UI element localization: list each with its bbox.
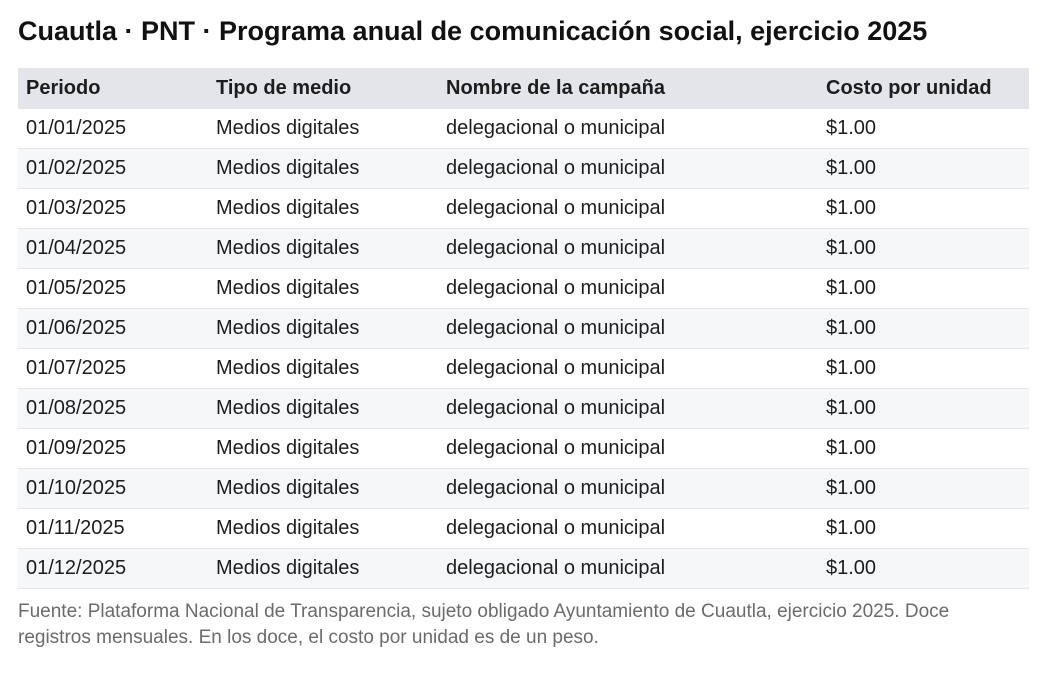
cell-costo-por-unidad: $1.00: [818, 148, 1029, 189]
column-header-tipo-de-medio: Tipo de medio: [208, 68, 438, 109]
cell-tipo-de-medio: Medios digitales: [208, 109, 438, 149]
page-title: Cuautla · PNT · Programa anual de comuni…: [18, 16, 928, 46]
cell-costo-por-unidad: $1.00: [818, 228, 1029, 269]
column-header-nombre-de-la-campana: Nombre de la campaña: [438, 68, 818, 109]
column-header-costo-por-unidad: Costo por unidad: [818, 68, 1029, 109]
cell-periodo: 01/11/2025: [18, 508, 208, 549]
cell-periodo: 01/12/2025: [18, 548, 208, 589]
cell-tipo-de-medio: Medios digitales: [208, 508, 438, 549]
cell-tipo-de-medio: Medios digitales: [208, 548, 438, 589]
cell-costo-por-unidad: $1.00: [818, 109, 1029, 149]
cell-periodo: 01/03/2025: [18, 188, 208, 229]
table-row: 01/12/2025 Medios digitales delegacional o…: [18, 548, 1029, 589]
cell-costo-por-unidad: $1.00: [818, 308, 1029, 349]
cell-nombre-de-la-campana: delegacional o municipal: [438, 148, 818, 189]
cell-tipo-de-medio: Medios digitales: [208, 308, 438, 349]
cell-tipo-de-medio: Medios digitales: [208, 428, 438, 469]
cell-tipo-de-medio: Medios digitales: [208, 188, 438, 229]
cell-costo-por-unidad: $1.00: [818, 388, 1029, 429]
cell-tipo-de-medio: Medios digitales: [208, 228, 438, 269]
cell-costo-por-unidad: $1.00: [818, 268, 1029, 309]
cell-periodo: 01/02/2025: [18, 148, 208, 189]
cell-costo-por-unidad: $1.00: [818, 508, 1029, 549]
data-table: Periodo Tipo de medio Nombre de la campa…: [18, 68, 1029, 589]
cell-periodo: 01/09/2025: [18, 428, 208, 469]
cell-tipo-de-medio: Medios digitales: [208, 268, 438, 309]
cell-nombre-de-la-campana: delegacional o municipal: [438, 348, 818, 389]
cell-periodo: 01/08/2025: [18, 388, 208, 429]
table-row: 01/01/2025 Medios digitales delegacional o…: [18, 109, 1029, 149]
cell-nombre-de-la-campana: delegacional o municipal: [438, 308, 818, 349]
table-row: 01/05/2025 Medios digitales delegacional o…: [18, 268, 1029, 309]
cell-periodo: 01/10/2025: [18, 468, 208, 509]
cell-costo-por-unidad: $1.00: [818, 548, 1029, 589]
cell-nombre-de-la-campana: delegacional o municipal: [438, 228, 818, 269]
cell-tipo-de-medio: Medios digitales: [208, 148, 438, 189]
cell-periodo: 01/01/2025: [18, 109, 208, 149]
table-header: Periodo Tipo de medio Nombre de la campa…: [18, 68, 1029, 109]
cell-nombre-de-la-campana: delegacional o municipal: [438, 268, 818, 309]
table-row: 01/07/2025 Medios digitales delegacional o…: [18, 348, 1029, 389]
column-header-periodo: Periodo: [18, 68, 208, 109]
table-row: 01/09/2025 Medios digitales delegacional o…: [18, 428, 1029, 469]
table-row: 01/03/2025 Medios digitales delegacional o…: [18, 188, 1029, 229]
cell-costo-por-unidad: $1.00: [818, 188, 1029, 229]
cell-nombre-de-la-campana: delegacional o municipal: [438, 188, 818, 229]
table-body: 01/01/2025 Medios digitales delegacional o…: [18, 109, 1029, 589]
table-header-row: Periodo Tipo de medio Nombre de la campa…: [18, 68, 1029, 109]
cell-periodo: 01/06/2025: [18, 308, 208, 349]
cell-costo-por-unidad: $1.00: [818, 428, 1029, 469]
cell-nombre-de-la-campana: delegacional o municipal: [438, 109, 818, 149]
cell-tipo-de-medio: Medios digitales: [208, 468, 438, 509]
cell-costo-por-unidad: $1.00: [818, 348, 1029, 389]
cell-nombre-de-la-campana: delegacional o municipal: [438, 468, 818, 509]
table-row: 01/10/2025 Medios digitales delegacional o…: [18, 468, 1029, 509]
cell-tipo-de-medio: Medios digitales: [208, 348, 438, 389]
cell-periodo: 01/07/2025: [18, 348, 208, 389]
table-row: 01/04/2025 Medios digitales delegacional o…: [18, 228, 1029, 269]
cell-periodo: 01/05/2025: [18, 268, 208, 309]
cell-nombre-de-la-campana: delegacional o municipal: [438, 548, 818, 589]
table-row: 01/08/2025 Medios digitales delegacional o…: [18, 388, 1029, 429]
cell-periodo: 01/04/2025: [18, 228, 208, 269]
table-row: 01/11/2025 Medios digitales delegacional o…: [18, 508, 1029, 549]
source-note: Fuente: Plataforma Nacional de Transpare…: [18, 601, 950, 648]
cell-nombre-de-la-campana: delegacional o municipal: [438, 428, 818, 469]
table-row: 01/02/2025 Medios digitales delegacional o…: [18, 148, 1029, 189]
table-row: 01/06/2025 Medios digitales delegacional o…: [18, 308, 1029, 349]
cell-nombre-de-la-campana: delegacional o municipal: [438, 388, 818, 429]
cell-tipo-de-medio: Medios digitales: [208, 388, 438, 429]
cell-costo-por-unidad: $1.00: [818, 468, 1029, 509]
cell-nombre-de-la-campana: delegacional o municipal: [438, 508, 818, 549]
